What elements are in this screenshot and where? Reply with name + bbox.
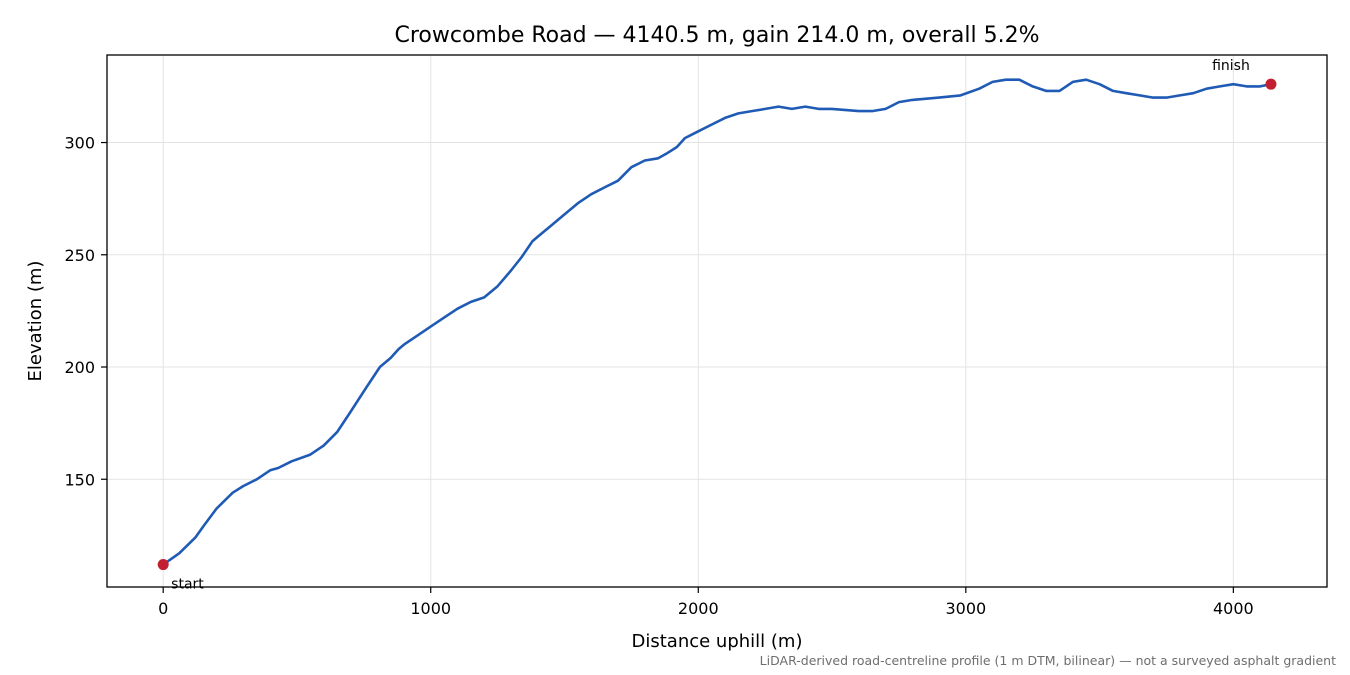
x-tick-label: 0 [158, 599, 168, 618]
x-axis-label: Distance uphill (m) [632, 631, 803, 652]
x-tick-label: 4000 [1213, 599, 1254, 618]
tick-layer: 0 1000 2000 3000 4000 150 200 250 300 [64, 134, 1253, 618]
start-marker [157, 559, 169, 571]
plot-frame [106, 54, 1328, 588]
finish-marker [1265, 78, 1277, 90]
grid-layer [107, 55, 1327, 587]
start-annotation: start [171, 577, 204, 593]
chart-title: Crowcombe Road — 4140.5 m, gain 214.0 m,… [395, 23, 1040, 48]
y-axis-label: Elevation (m) [25, 261, 46, 382]
x-tick-label: 3000 [945, 599, 986, 618]
y-tick-label: 250 [64, 246, 95, 265]
x-tick-label: 1000 [410, 599, 451, 618]
finish-annotation: finish [1212, 58, 1250, 74]
y-tick-label: 300 [64, 134, 95, 153]
footnote: LiDAR-derived road-centreline profile (1… [760, 653, 1336, 668]
y-tick-label: 150 [64, 470, 95, 489]
x-tick-label: 2000 [678, 599, 719, 618]
elevation-line [161, 78, 1273, 566]
y-tick-label: 200 [64, 358, 95, 377]
